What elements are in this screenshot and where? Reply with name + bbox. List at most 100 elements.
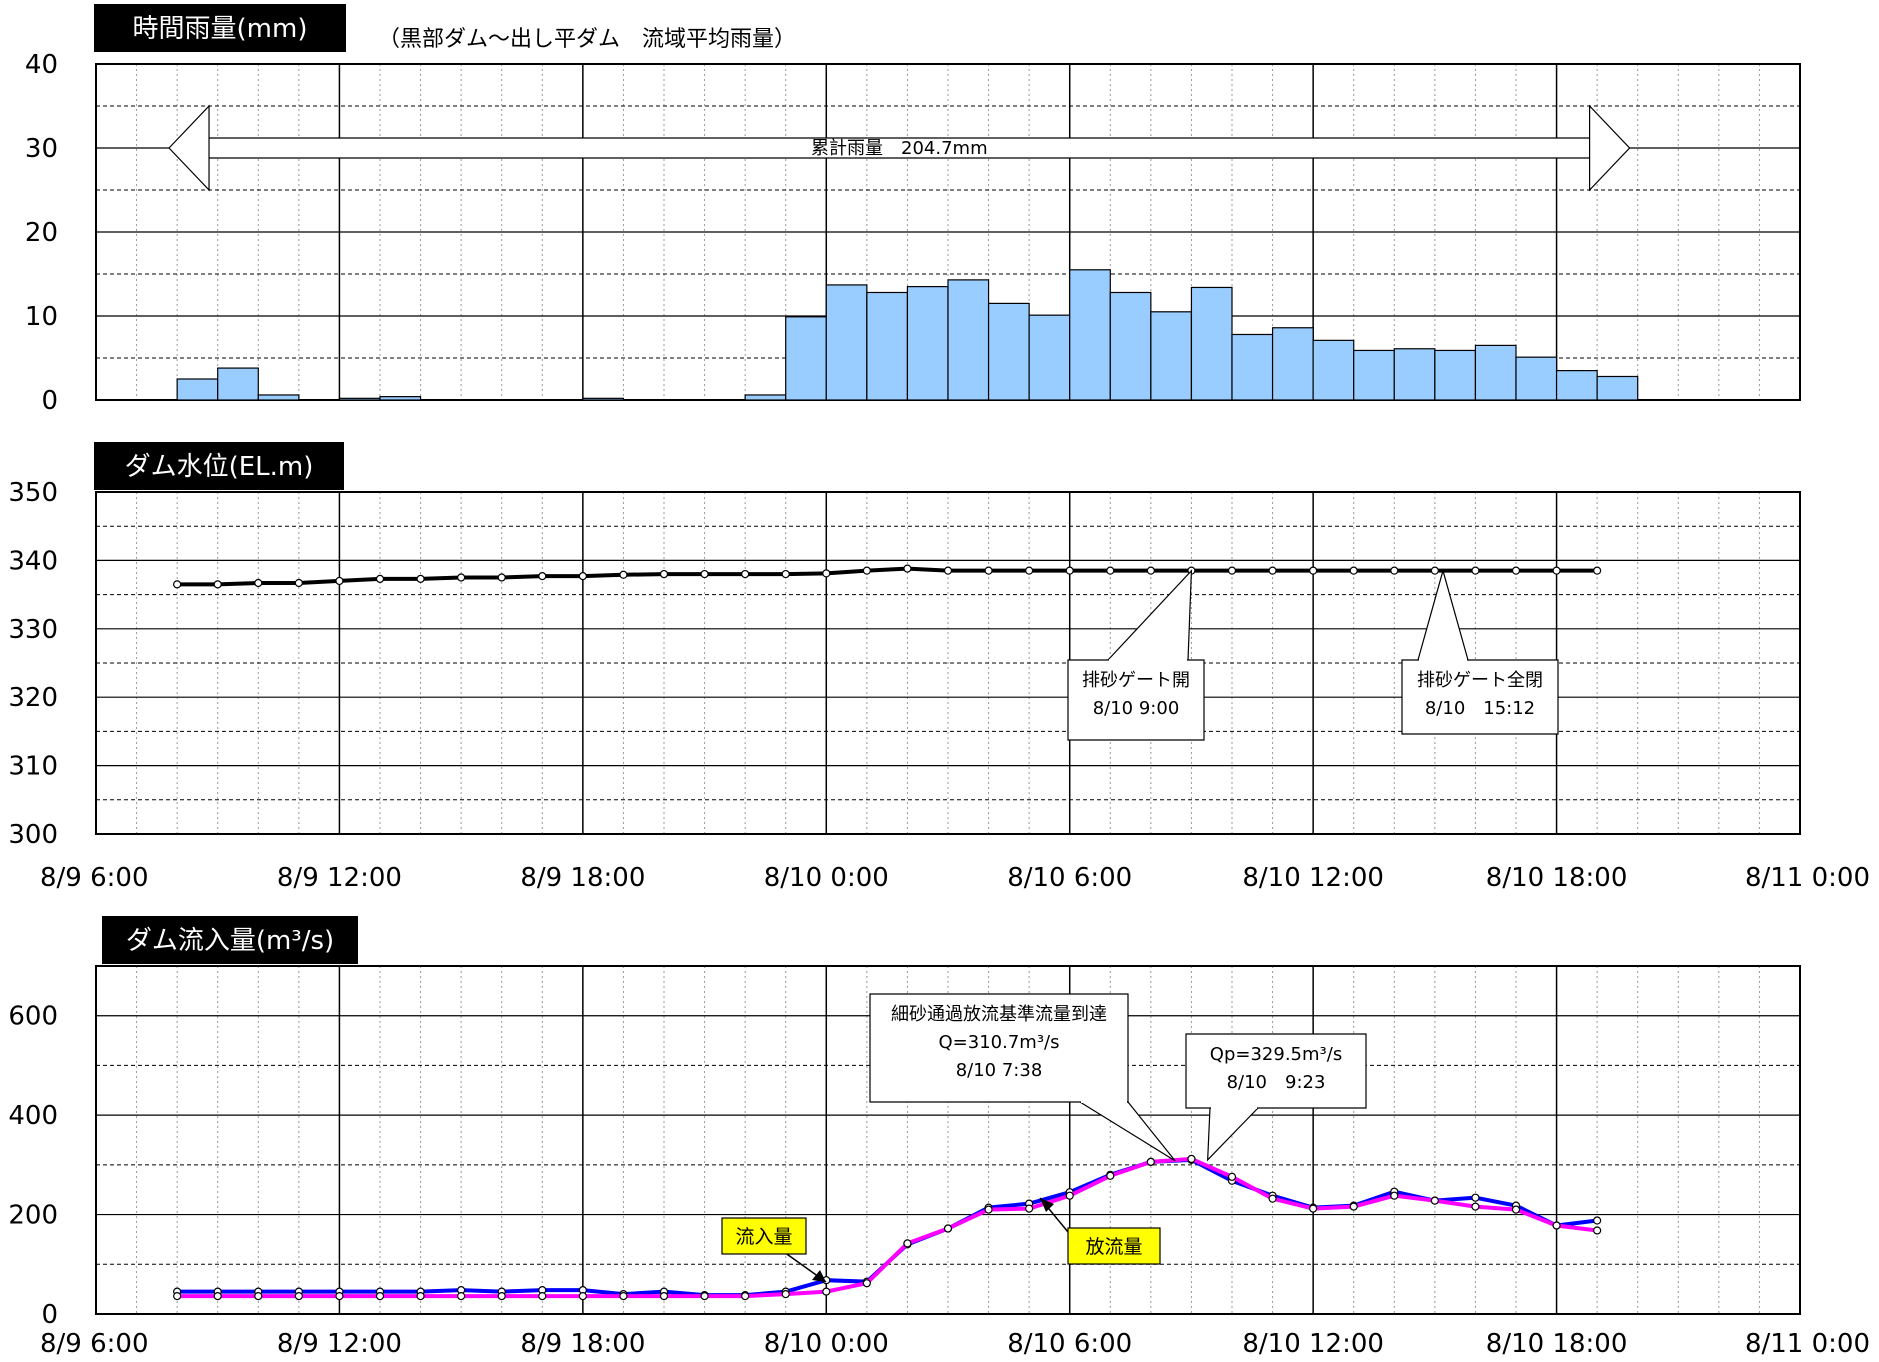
flow-title: ダム流入量(m³/s) [126, 926, 334, 956]
rainfall-panel: 0 10 20 30 40 累計雨量 204.7mm 時間雨量(mm) （黒部ダム～出し平ダム… [25, 4, 1801, 416]
rain-bar [1312, 339, 1355, 401]
cumulative-rain-label: 累計雨量 204.7mm [811, 138, 988, 159]
rain-bar [1271, 327, 1314, 401]
rain-bar [744, 394, 787, 401]
flow-xtick-label: 8/10 0:00 [764, 1329, 889, 1359]
dam-level-point [1390, 566, 1399, 575]
dam-level-point [822, 569, 831, 578]
rain-bar [1515, 356, 1558, 401]
flow-ytick-label: 400 [8, 1101, 58, 1131]
level-xtick-label: 8/9 12:00 [277, 863, 402, 893]
outflow-label-arrowhead [1040, 1198, 1054, 1212]
outflow-point [943, 1224, 953, 1233]
outflow-point [1268, 1194, 1277, 1203]
outflow-point [294, 1292, 303, 1301]
gate-open-callout-text: 8/10 9:00 [1093, 698, 1180, 719]
level-xtick-label: 8/9 6:00 [40, 863, 149, 893]
rain-bar [1353, 349, 1395, 401]
rain-bar [1069, 269, 1111, 401]
outflow-point [497, 1292, 506, 1301]
outflow-point [578, 1292, 587, 1301]
rain-ytick-label: 20 [25, 218, 58, 248]
flow-xtick-label: 8/10 6:00 [1007, 1329, 1132, 1359]
flow-plot-frame [95, 965, 1801, 1315]
outflow-point [1227, 1172, 1237, 1181]
flow-xtick-label: 8/9 6:00 [40, 1329, 149, 1359]
peak-flow-callout-box [1185, 1033, 1367, 1109]
outflow-point [173, 1292, 182, 1301]
inflow-label: 流入量 [735, 1226, 792, 1248]
outflow-point [781, 1290, 790, 1299]
rain-bar [825, 284, 868, 401]
outflow-point [1593, 1226, 1602, 1235]
rain-bar [217, 367, 259, 401]
rain-bar [1393, 348, 1436, 401]
dam-level-point [578, 572, 587, 581]
dam-level-panel: 300 310 320 330 340 350 8/9 6:00 8/9 12:00 8/9 1… [8, 442, 1870, 893]
peak-flow-callout-text: 8/10 9:23 [1227, 1072, 1326, 1093]
outflow-point [822, 1287, 831, 1296]
level-xtick-label: 8/10 6:00 [1007, 863, 1132, 893]
level-title-tab [94, 442, 344, 490]
level-xtick-label: 8/10 12:00 [1242, 863, 1384, 893]
outflow-point [457, 1292, 466, 1301]
dam-level-point [943, 566, 953, 575]
outflow-point [659, 1292, 669, 1301]
dam-level-point [1025, 566, 1034, 575]
gate-open-callout-text: 排砂ゲート開 [1082, 670, 1190, 691]
inflow-point [1471, 1193, 1480, 1202]
dam-level-point [700, 569, 709, 579]
dam-level-point [1349, 566, 1358, 575]
gate-close-pointer [1417, 568, 1469, 661]
rain-bar [1190, 286, 1233, 401]
inflow-line [177, 1157, 1598, 1298]
inflow-point [1593, 1216, 1602, 1225]
dam-level-point [1106, 566, 1115, 575]
dam-level-point [862, 566, 871, 575]
outflow-point [1025, 1204, 1034, 1213]
rain-ytick-label: 0 [41, 386, 58, 416]
dam-level-point [1268, 566, 1277, 575]
rain-bar [582, 397, 625, 401]
flow-ytick-label: 200 [8, 1201, 58, 1231]
rain-bar [866, 291, 909, 401]
flow-title-tab [102, 916, 358, 964]
outflow-point [1390, 1191, 1399, 1200]
dam-inflow-panel: 0 200 400 600 8/9 6:00 8/9 12:00 8/9 18:00 8/10… [8, 916, 1870, 1359]
flow-xtick-label: 8/9 12:00 [277, 1329, 402, 1359]
level-xtick-label: 8/11 0:00 [1745, 863, 1870, 893]
rain-bar [1150, 311, 1193, 401]
dam-level-point [741, 569, 750, 579]
rain-bar [987, 302, 1030, 401]
dam-level-point [903, 564, 912, 573]
outflow-point [741, 1292, 750, 1301]
dam-level-point [1552, 566, 1561, 575]
outflow-label: 放流量 [1085, 1236, 1142, 1258]
dam-level-point [1471, 566, 1480, 575]
flow-ytick-label: 600 [8, 1002, 58, 1032]
rain-bar [947, 279, 990, 401]
outflow-point [1552, 1221, 1561, 1230]
flow-xtick-label: 8/10 18:00 [1486, 1329, 1628, 1359]
outflow-point [1065, 1191, 1074, 1200]
gate-close-callout-box [1401, 659, 1559, 735]
base-flow-callout-box [869, 993, 1129, 1103]
outflow-point [1349, 1202, 1358, 1211]
base-flow-callout-text: Q=310.7m³/s [939, 1032, 1060, 1053]
dam-level-line [177, 566, 1598, 587]
level-xtick-label: 8/10 18:00 [1486, 863, 1628, 893]
outflow-line [177, 1156, 1598, 1299]
rain-ytick-label: 10 [25, 302, 58, 332]
level-ytick-label: 330 [8, 615, 58, 645]
level-ytick-label: 350 [8, 478, 58, 508]
rain-bar [1555, 370, 1598, 401]
dam-level-point [416, 574, 425, 583]
gate-close-callout-text: 8/10 15:12 [1425, 698, 1535, 719]
flow-ytick-label: 0 [41, 1300, 58, 1330]
rain-ytick-label: 30 [25, 134, 58, 164]
outflow-point [375, 1292, 385, 1301]
outflow-point [1511, 1205, 1521, 1214]
outflow-label-box [1067, 1227, 1161, 1265]
level-ytick-label: 310 [8, 752, 58, 782]
base-flow-callout-text: 8/10 7:38 [956, 1060, 1043, 1081]
